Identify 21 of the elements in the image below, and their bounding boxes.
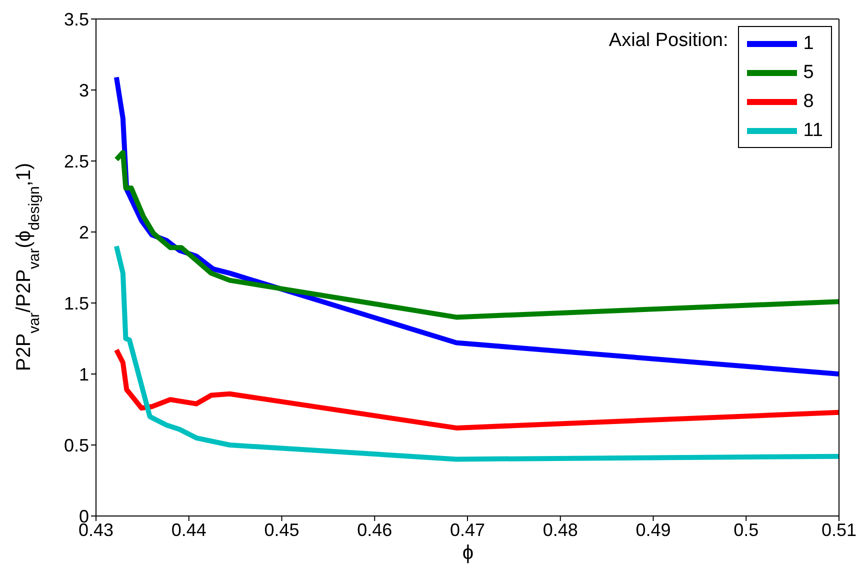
x-tick-label: 0.45	[264, 520, 300, 540]
x-tick-label: 0.51	[821, 520, 857, 540]
x-tick-label: 0.5	[734, 520, 759, 540]
x-tick-label: 0.47	[450, 520, 486, 540]
x-tick-label: 0.48	[542, 520, 578, 540]
y-tick-label: 1	[78, 364, 89, 384]
y-tick-label: 2	[78, 222, 89, 242]
y-tick-label: 3	[78, 80, 89, 100]
legend-label: 8	[803, 90, 814, 112]
x-axis-title: ϕ	[462, 542, 474, 564]
legend-label: 5	[803, 62, 814, 84]
legend-label: 1	[803, 32, 814, 54]
y-tick-label: 1.5	[64, 293, 89, 314]
y-tick-label: 0.5	[64, 435, 89, 456]
legend-label: 11	[803, 120, 823, 142]
x-tick-label: 0.49	[636, 520, 671, 540]
x-tick-label: 0.44	[171, 520, 206, 540]
y-tick-label: 2.5	[64, 151, 89, 172]
legend-title: Axial Position:	[608, 30, 728, 52]
y-tick-label: 3.5	[64, 9, 89, 30]
x-tick-label: 0.46	[357, 520, 392, 540]
